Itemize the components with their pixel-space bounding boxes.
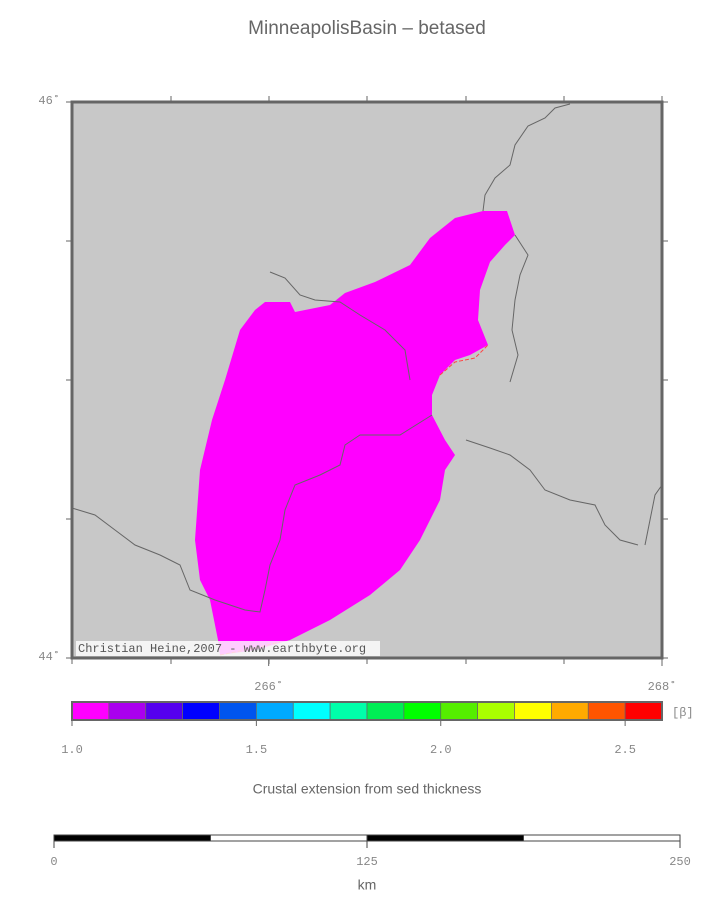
color-swatch xyxy=(292,701,331,721)
color-swatch xyxy=(587,701,626,721)
scale-segment xyxy=(53,834,211,842)
frame-ticks xyxy=(66,96,668,664)
tick-label: 0 xyxy=(50,855,57,869)
color-swatch xyxy=(403,701,442,721)
basin xyxy=(195,211,515,655)
scale-segment xyxy=(366,834,524,842)
color-swatch xyxy=(329,701,368,721)
color-swatch xyxy=(108,701,147,721)
color-swatch xyxy=(551,701,589,721)
scale-segment xyxy=(210,834,368,842)
title: MinneapolisBasin – betased xyxy=(248,18,486,39)
color-swatch xyxy=(219,701,257,721)
tick-label: 1.0 xyxy=(61,743,83,757)
river xyxy=(71,414,433,613)
color-swatch xyxy=(477,701,515,721)
colorbar-unit: [β] xyxy=(672,706,694,720)
y-tick-label: 46˚ xyxy=(38,94,60,108)
color-swatch xyxy=(366,701,405,721)
river xyxy=(269,271,411,381)
y-tick-label: 44˚ xyxy=(38,650,60,664)
color-swatch xyxy=(182,701,220,721)
river xyxy=(465,439,639,546)
tick-label: 2.5 xyxy=(614,743,636,757)
caption: Crustal extension from sed thickness xyxy=(253,781,482,797)
colorbar: 1.0 1.5 2.0 2.5 [β] xyxy=(61,701,694,757)
river xyxy=(509,234,529,383)
color-swatch xyxy=(514,701,552,721)
rivers xyxy=(71,103,663,656)
tick-label: 1.5 xyxy=(246,743,268,757)
color-swatch xyxy=(145,701,183,721)
basin-edge xyxy=(439,344,489,376)
credit-box xyxy=(76,641,380,656)
river xyxy=(644,484,663,546)
color-swatch xyxy=(71,701,110,721)
tick-label: 250 xyxy=(669,855,691,869)
color-swatch xyxy=(440,701,478,721)
river xyxy=(482,103,571,212)
x-tick-label: 268˚ xyxy=(648,680,677,694)
color-swatch xyxy=(624,701,663,721)
scale-segment xyxy=(523,834,681,842)
tick xyxy=(66,96,668,664)
scale-unit: km xyxy=(358,877,377,893)
x-tick-label: 266˚ xyxy=(254,680,283,694)
tick-label: 2.0 xyxy=(430,743,452,757)
tick-label: 125 xyxy=(356,855,378,869)
scalebar: 0 125 250 km xyxy=(50,834,691,893)
credit: Christian Heine,2007 - www.earthbyte.org xyxy=(78,642,366,656)
colorbar-frame xyxy=(71,701,663,721)
color-swatch xyxy=(256,701,294,721)
map: Christian Heine,2007 - www.earthbyte.org xyxy=(66,96,668,664)
